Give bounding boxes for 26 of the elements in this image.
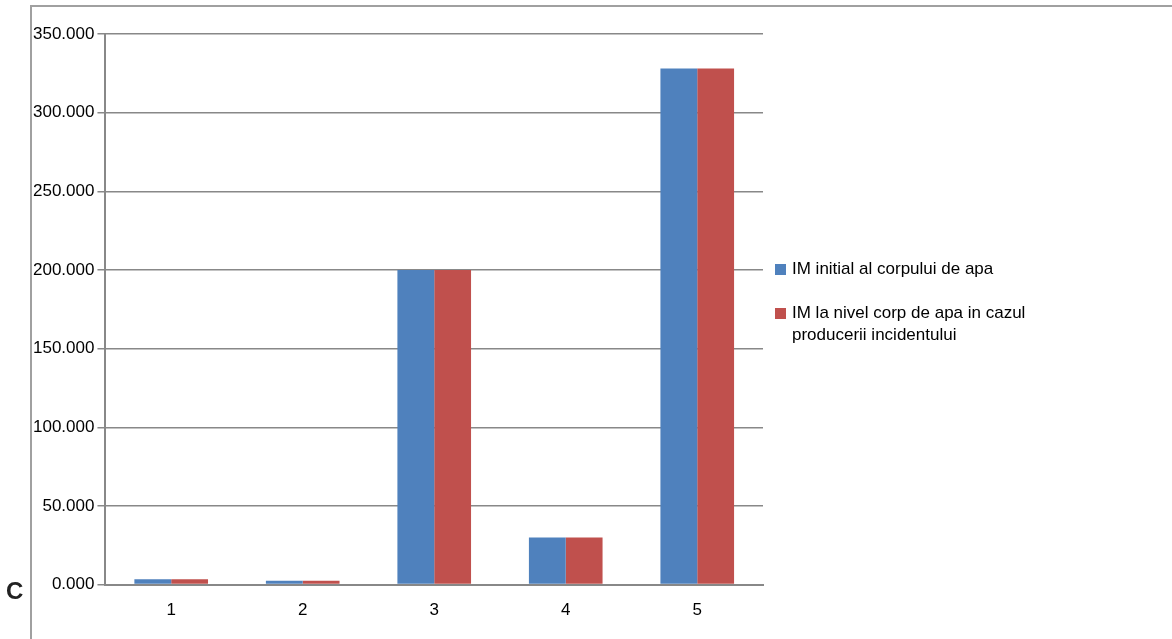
bar [434, 269, 472, 584]
bar [171, 579, 209, 584]
y-tick-label: 150.000 [33, 338, 95, 358]
y-tick-label: 300.000 [33, 102, 95, 122]
x-tick-label: 1 [166, 600, 176, 620]
legend-label: IM initial al corpului de apa [792, 258, 994, 280]
y-tick-label: 50.000 [42, 495, 95, 515]
x-tick-label: 4 [561, 600, 571, 620]
bar [265, 580, 303, 584]
legend-label: IM la nivel corp de apa in cazul producerii incidentului [792, 302, 1027, 346]
y-tick-label: 250.000 [33, 181, 95, 200]
bar [302, 580, 340, 584]
bar [528, 537, 566, 584]
bar [660, 68, 698, 584]
x-tick-label: 3 [429, 600, 439, 620]
bar [697, 68, 735, 584]
x-tick-label: 2 [297, 600, 308, 620]
bar [134, 579, 172, 584]
text: C [6, 577, 24, 605]
y-tick-label: 100.000 [33, 416, 95, 436]
y-tick-label: 200.000 [33, 259, 95, 279]
x-tick-label: 5 [692, 600, 702, 620]
y-tick-label: 350.000 [33, 23, 95, 43]
y-tick-label: 0.000 [51, 574, 95, 594]
bar [565, 537, 603, 584]
bar [397, 269, 435, 584]
